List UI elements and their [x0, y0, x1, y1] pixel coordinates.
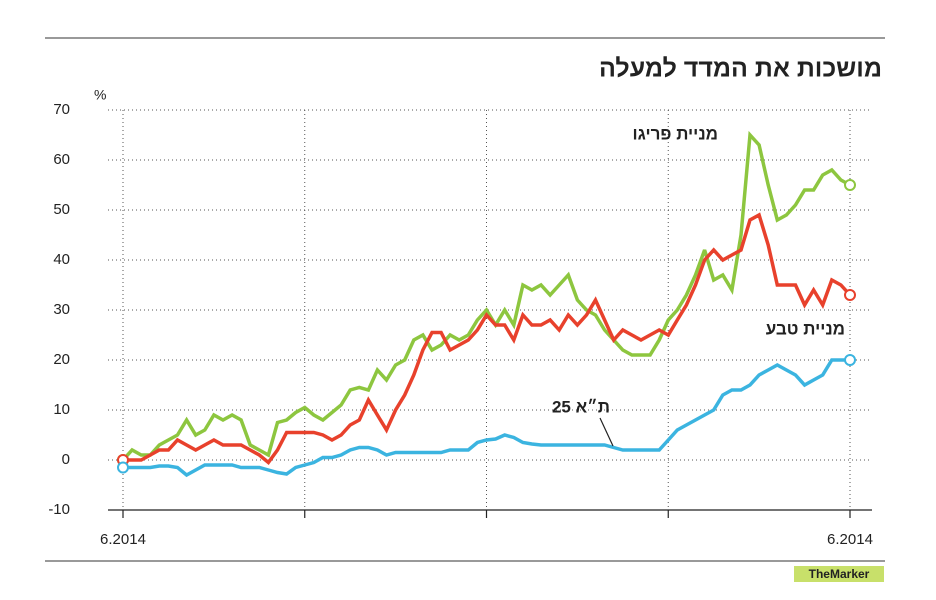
leader-line [599, 417, 614, 447]
series-label: מניית טבע [766, 319, 845, 338]
y-tick-label: 20 [53, 351, 70, 368]
end-marker [844, 354, 856, 366]
series-label: ת״א 25 [552, 397, 610, 416]
y-tick-label: 40 [53, 251, 70, 268]
y-tick-label: 30 [53, 301, 70, 318]
y-tick-label: 60 [53, 151, 70, 168]
x-tick-label: 6.2014 [100, 531, 146, 548]
y-tick-label: 10 [53, 401, 70, 418]
end-marker [844, 289, 856, 301]
y-tick-label: 70 [53, 101, 70, 118]
y-tick-label: 0 [62, 451, 70, 468]
series-line [121, 130, 851, 462]
series-line [123, 358, 850, 478]
logo: TheMarker [809, 567, 870, 581]
series-line [123, 212, 852, 466]
end-marker [117, 461, 129, 474]
y-unit: % [94, 87, 106, 103]
series-label: מניית פריגו [633, 124, 718, 143]
y-tick-label: 50 [53, 201, 70, 218]
y-tick-label: -10 [48, 501, 70, 518]
logo-bg [794, 566, 884, 582]
end-marker [844, 179, 856, 191]
chart-title: מושכות את המדד למעלה [599, 55, 882, 83]
x-tick-label: 6.2014 [827, 531, 873, 548]
